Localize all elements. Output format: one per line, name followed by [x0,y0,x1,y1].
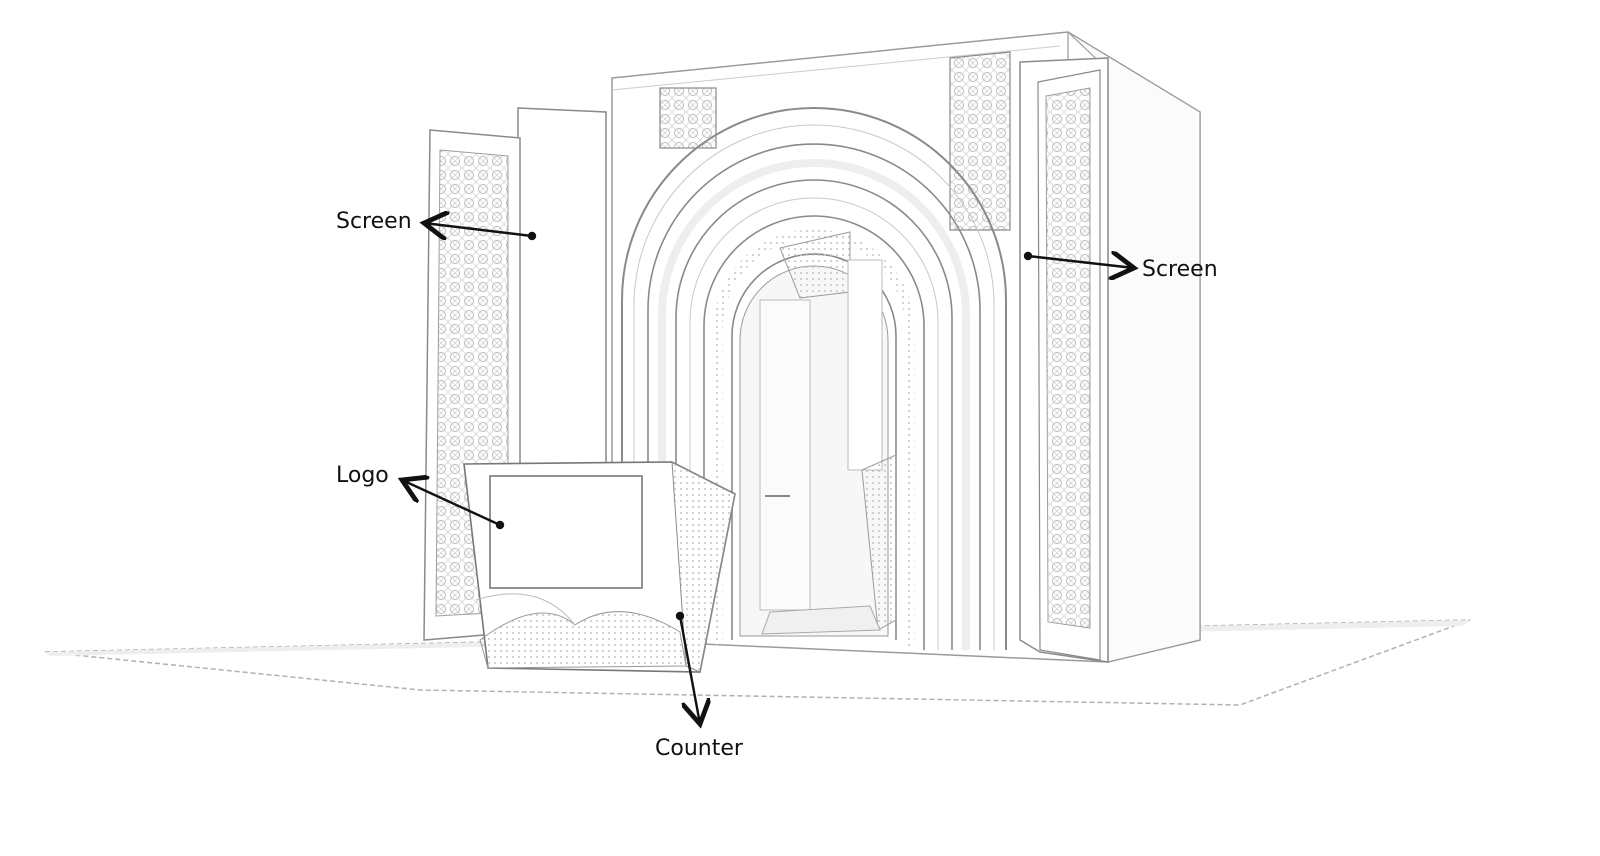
counter-label: Counter [655,736,744,761]
counter-logo-panel [489,475,643,589]
screen-right-dot [1023,251,1033,261]
counter-arrow [678,615,700,724]
lattice-panel-top-right [949,51,1011,231]
screen-left-arrow [424,223,533,236]
arch-entrance [621,107,1007,650]
screen-left-label: Screen [336,209,412,234]
annotation-arrows [402,223,1134,724]
lattice-panel-top-left [659,87,717,149]
logo-label: Logo [336,463,389,488]
screen-left-dot [527,231,537,241]
logo-arrow [402,480,501,527]
arch-interior [739,231,897,637]
right-screen-panel [1019,57,1109,663]
screen-right-label: Screen [1142,257,1218,282]
screen-right-arrow [1027,256,1134,268]
counter-dot [675,611,685,621]
logo-dot [495,520,505,530]
